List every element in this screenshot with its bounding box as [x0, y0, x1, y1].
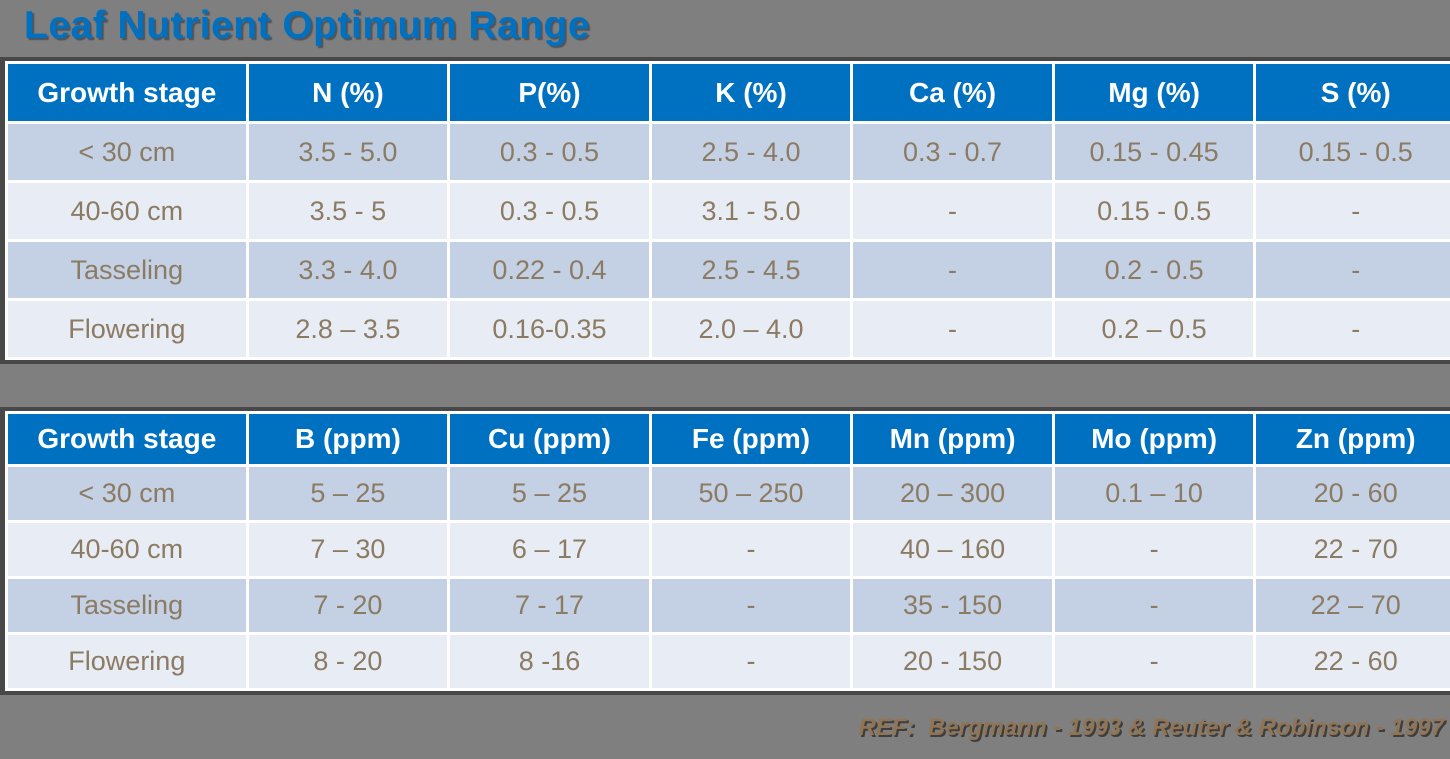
table-cell: -: [853, 301, 1052, 357]
column-header-fe: Fe (ppm): [651, 414, 851, 464]
table-cell: Tasseling: [8, 242, 246, 298]
table-row: < 30 cm 3.5 - 5.0 0.3 - 0.5 2.5 - 4.0 0.…: [8, 124, 1450, 180]
micro-nutrients-table: Growth stage B (ppm) Cu (ppm) Fe (ppm) M…: [0, 407, 1450, 695]
table-cell: 3.5 - 5.0: [248, 124, 448, 180]
table-cell: < 30 cm: [8, 124, 246, 180]
table-cell: 20 – 300: [853, 467, 1052, 520]
table-cell: 3.5 - 5: [248, 183, 448, 239]
table-cell: 0.1 – 10: [1054, 467, 1254, 520]
table-row: 40-60 cm 7 – 30 6 – 17 - 40 – 160 - 22 -…: [8, 523, 1450, 576]
macro-nutrients-table: Growth stage N (%) P(%) K (%) Ca (%) Mg …: [0, 57, 1450, 364]
table-cell: 0.16-0.35: [450, 301, 649, 357]
table-cell: -: [853, 183, 1052, 239]
table-cell: 22 – 70: [1256, 579, 1450, 632]
column-header-zn: Zn (ppm): [1256, 414, 1450, 464]
table-cell: 0.15 - 0.45: [1054, 124, 1254, 180]
table-cell: Flowering: [8, 301, 246, 357]
table-cell: 40-60 cm: [8, 183, 246, 239]
column-header-p: P(%): [450, 64, 649, 121]
table-cell: -: [853, 242, 1052, 298]
table-cell: 3.3 - 4.0: [248, 242, 448, 298]
table-cell: 0.3 - 0.5: [450, 183, 649, 239]
table-cell: 35 - 150: [853, 579, 1052, 632]
table-row: Tasseling 7 - 20 7 - 17 - 35 - 150 - 22 …: [8, 579, 1450, 632]
column-header-growth-stage: Growth stage: [8, 414, 246, 464]
table-cell: Tasseling: [8, 579, 246, 632]
table-row: 40-60 cm 3.5 - 5 0.3 - 0.5 3.1 - 5.0 - 0…: [8, 183, 1450, 239]
table-cell: 0.15 - 0.5: [1256, 124, 1450, 180]
table-row: Flowering 2.8 – 3.5 0.16-0.35 2.0 – 4.0 …: [8, 301, 1450, 357]
reference-citation: REF: Bergmann - 1993 & Reuter & Robinson…: [858, 714, 1444, 741]
table-cell: 50 – 250: [651, 467, 851, 520]
table-cell: -: [651, 579, 851, 632]
table-cell: 40 – 160: [853, 523, 1052, 576]
table-row: < 30 cm 5 – 25 5 – 25 50 – 250 20 – 300 …: [8, 467, 1450, 520]
table-cell: 20 - 60: [1256, 467, 1450, 520]
column-header-mg: Mg (%): [1054, 64, 1254, 121]
table-cell: 22 - 70: [1256, 523, 1450, 576]
table-cell: 0.3 - 0.5: [450, 124, 649, 180]
table-cell: -: [1256, 301, 1450, 357]
column-header-mn: Mn (ppm): [853, 414, 1052, 464]
column-header-k: K (%): [651, 64, 851, 121]
table-cell: 2.8 – 3.5: [248, 301, 448, 357]
table-cell: -: [651, 523, 851, 576]
table-cell: 8 -16: [450, 635, 649, 688]
table-cell: < 30 cm: [8, 467, 246, 520]
table-cell: -: [1054, 635, 1254, 688]
table-cell: 2.5 - 4.0: [651, 124, 851, 180]
table-row: Flowering 8 - 20 8 -16 - 20 - 150 - 22 -…: [8, 635, 1450, 688]
column-header-growth-stage: Growth stage: [8, 64, 246, 121]
table-cell: Flowering: [8, 635, 246, 688]
column-header-cu: Cu (ppm): [450, 414, 649, 464]
table-cell: -: [651, 635, 851, 688]
column-header-ca: Ca (%): [853, 64, 1052, 121]
table-cell: 3.1 - 5.0: [651, 183, 851, 239]
table-cell: 2.5 - 4.5: [651, 242, 851, 298]
table-cell: 5 – 25: [248, 467, 448, 520]
column-header-n: N (%): [248, 64, 448, 121]
table-cell: 7 - 20: [248, 579, 448, 632]
column-header-b: B (ppm): [248, 414, 448, 464]
table-cell: -: [1256, 242, 1450, 298]
table-cell: -: [1054, 579, 1254, 632]
table-cell: 20 - 150: [853, 635, 1052, 688]
table-cell: 2.0 – 4.0: [651, 301, 851, 357]
table-cell: 6 – 17: [450, 523, 649, 576]
table-header-row: Growth stage B (ppm) Cu (ppm) Fe (ppm) M…: [8, 414, 1450, 464]
table-cell: 5 – 25: [450, 467, 649, 520]
table-header-row: Growth stage N (%) P(%) K (%) Ca (%) Mg …: [8, 64, 1450, 121]
table-cell: 0.15 - 0.5: [1054, 183, 1254, 239]
table-cell: 22 - 60: [1256, 635, 1450, 688]
column-header-mo: Mo (ppm): [1054, 414, 1254, 464]
table-cell: 40-60 cm: [8, 523, 246, 576]
table-row: Tasseling 3.3 - 4.0 0.22 - 0.4 2.5 - 4.5…: [8, 242, 1450, 298]
table-cell: 0.2 - 0.5: [1054, 242, 1254, 298]
table-cell: 0.2 – 0.5: [1054, 301, 1254, 357]
table-cell: 7 – 30: [248, 523, 448, 576]
table-cell: -: [1054, 523, 1254, 576]
page-title: Leaf Nutrient Optimum Range: [24, 4, 591, 47]
table-cell: -: [1256, 183, 1450, 239]
table-cell: 7 - 17: [450, 579, 649, 632]
table-cell: 0.22 - 0.4: [450, 242, 649, 298]
column-header-s: S (%): [1256, 64, 1450, 121]
table-cell: 0.3 - 0.7: [853, 124, 1052, 180]
table-cell: 8 - 20: [248, 635, 448, 688]
